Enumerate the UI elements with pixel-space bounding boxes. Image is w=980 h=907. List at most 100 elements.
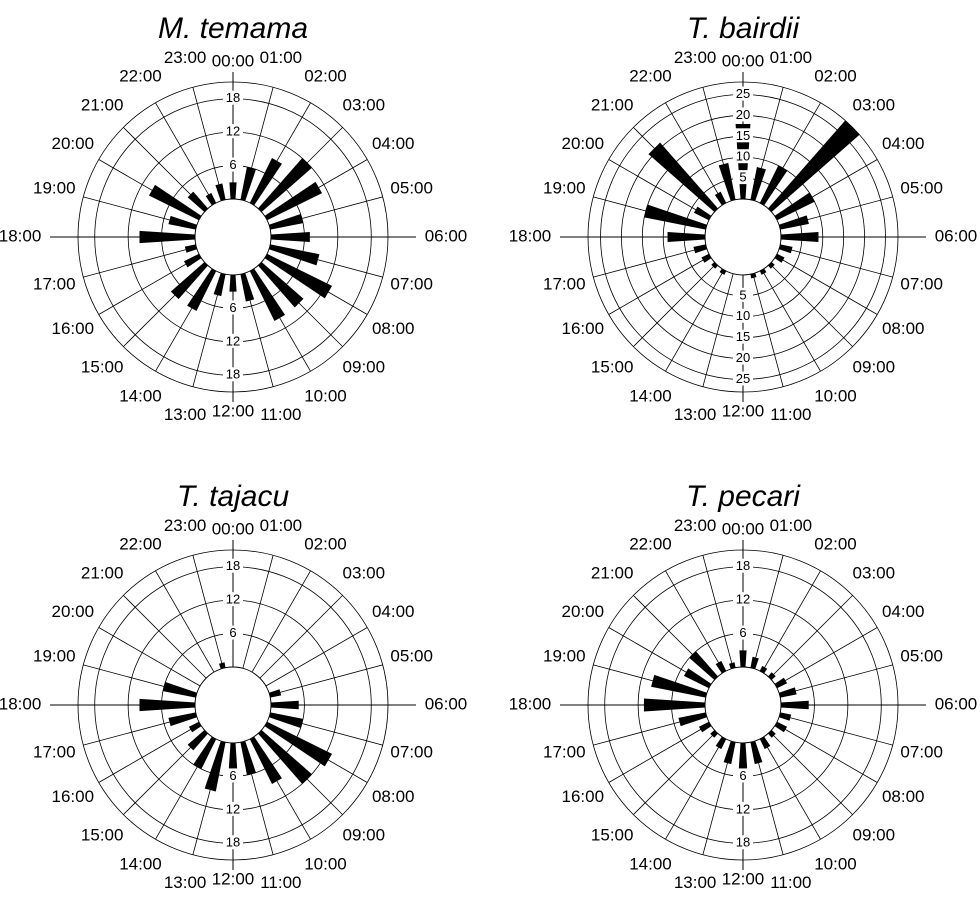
radial-tick-label: 12 <box>226 592 240 607</box>
hour-label: 15:00 <box>81 357 124 376</box>
tick-label-bg <box>733 170 753 185</box>
radial-tick-label: 6 <box>739 768 746 783</box>
bar-18:00 <box>139 230 196 244</box>
radial-tick-label: 6 <box>229 300 236 315</box>
hour-spoke <box>83 246 197 278</box>
tick-label-bg <box>733 350 753 365</box>
hour-label: 11:00 <box>770 873 811 892</box>
hour-spoke <box>775 627 878 687</box>
hour-label: 22:00 <box>629 534 672 553</box>
bar-22:00 <box>205 192 217 206</box>
hour-spoke <box>608 159 711 219</box>
tick-label-bg <box>223 835 243 850</box>
hour-label: 01:00 <box>770 48 813 67</box>
hour-label: 12:00 <box>212 869 255 888</box>
hour-label: 19:00 <box>33 647 76 666</box>
hour-label: 06:00 <box>935 226 978 245</box>
hour-label: 03:00 <box>853 564 896 583</box>
chart-title: T. pecari <box>686 480 801 513</box>
bar-19:00 <box>644 204 708 230</box>
hour-label: 04:00 <box>372 134 415 153</box>
hour-label: 09:00 <box>343 357 386 376</box>
hour-label: 20:00 <box>562 602 605 621</box>
bar-04:00 <box>774 677 788 689</box>
hour-spoke <box>702 555 734 669</box>
hour-label: 12:00 <box>722 869 765 888</box>
radial-tick-label: 18 <box>226 835 240 850</box>
bar-15:00 <box>187 730 208 751</box>
bar-16:00 <box>701 253 712 263</box>
bar-11:00 <box>240 740 256 776</box>
bar-01:00 <box>750 166 766 202</box>
bar-08:00 <box>774 253 785 263</box>
bar-02:00 <box>759 165 788 206</box>
bar-14:00 <box>193 736 217 770</box>
hour-label: 18:00 <box>0 226 41 245</box>
hour-spoke <box>769 731 853 815</box>
hour-label: 11:00 <box>770 405 811 424</box>
hour-spoke <box>192 87 224 201</box>
hour-spoke <box>98 255 201 315</box>
tick-label-bg <box>223 768 243 783</box>
hour-label: 04:00 <box>882 134 925 153</box>
bar-06:00 <box>270 231 310 243</box>
hour-spoke <box>665 102 725 205</box>
hour-label: 11:00 <box>260 873 301 892</box>
hour-spoke <box>633 731 717 815</box>
tick-label-bg <box>733 329 753 344</box>
radial-tick-label: 18 <box>226 367 240 382</box>
hour-label: 16:00 <box>562 319 605 338</box>
hour-label: 00:00 <box>722 51 765 70</box>
hour-label: 11:00 <box>260 405 301 424</box>
hour-label: 00:00 <box>722 519 765 538</box>
tick-label-bg <box>223 801 243 816</box>
chart-title: T. bairdii <box>687 12 801 45</box>
hour-label: 23:00 <box>674 516 717 535</box>
hour-label: 02:00 <box>814 534 857 553</box>
hour-label: 03:00 <box>343 96 386 115</box>
hour-label: 05:00 <box>390 179 433 198</box>
radial-tick-label: 12 <box>736 592 750 607</box>
hour-label: 18:00 <box>509 226 552 245</box>
hour-label: 07:00 <box>390 742 433 761</box>
bar-23:00 <box>215 183 226 202</box>
radial-tick-label: 10 <box>736 149 750 164</box>
bar-13:00 <box>723 740 736 765</box>
bar-05:00 <box>778 687 797 698</box>
radial-tick-label: 25 <box>736 86 750 101</box>
hour-label: 04:00 <box>372 602 415 621</box>
bar-18:00 <box>667 232 706 242</box>
tick-label-bg <box>733 371 753 386</box>
tick-label-bg <box>223 333 243 348</box>
hour-label: 08:00 <box>372 787 415 806</box>
radial-tick-label: 6 <box>739 625 746 640</box>
hour-label: 05:00 <box>900 647 943 666</box>
bar-12:00 <box>228 742 238 777</box>
hour-label: 19:00 <box>33 179 76 198</box>
bar-18:00 <box>139 698 196 712</box>
bar-01:00 <box>750 656 759 670</box>
hour-spoke <box>702 273 734 387</box>
hour-label: 20:00 <box>52 134 95 153</box>
hour-label: 10:00 <box>814 387 857 406</box>
hour-label: 14:00 <box>119 855 162 874</box>
hour-label: 16:00 <box>52 319 95 338</box>
tick-label-bg <box>733 308 753 323</box>
radial-tick-label: 6 <box>229 768 236 783</box>
hour-spoke <box>769 595 853 679</box>
hour-label: 14:00 <box>119 387 162 406</box>
radial-tick-label: 20 <box>736 350 750 365</box>
bar-16:00 <box>188 721 202 733</box>
hour-label: 03:00 <box>853 96 896 115</box>
bar-19:00 <box>162 682 198 698</box>
bar-20:00 <box>683 668 712 689</box>
hour-label: 07:00 <box>900 742 943 761</box>
hour-spoke <box>779 246 893 278</box>
hour-label: 01:00 <box>770 516 813 535</box>
hour-label: 03:00 <box>343 564 386 583</box>
hour-label: 16:00 <box>52 787 95 806</box>
radial-tick-label: 10 <box>736 308 750 323</box>
hour-label: 21:00 <box>81 96 124 115</box>
